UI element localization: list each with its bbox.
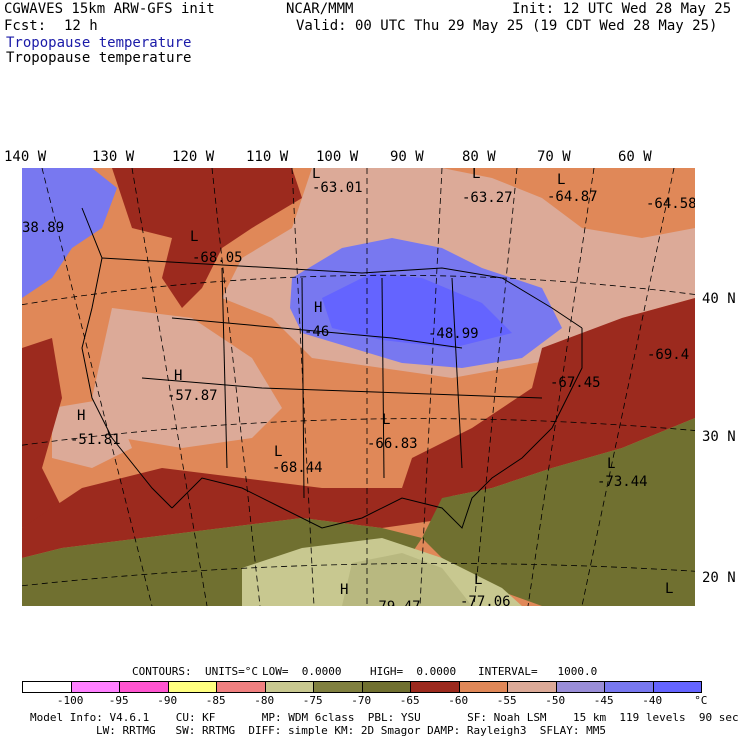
lon-label: 80 W: [462, 149, 496, 165]
contours-label: CONTOURS:: [132, 665, 192, 678]
colorbar-tick-label: -75: [302, 694, 323, 707]
pressure-center-letter: H: [314, 300, 322, 316]
fcst-label: Fcst:: [4, 18, 47, 34]
pressure-center-letter: L: [274, 444, 282, 460]
region-olive: [422, 418, 695, 606]
temperature-value-label: -64.58: [646, 196, 695, 212]
colorbar-swatch: [264, 681, 314, 693]
colorbar-swatch: [313, 681, 363, 693]
lon-label: 90 W: [390, 149, 424, 165]
lon-label: 130 W: [92, 149, 135, 165]
tropopause-temperature-map: L-63.01L-63.27L-64.87 -64.5838.89L-68.05H…: [22, 168, 695, 606]
lat-label: 30 N: [702, 429, 736, 445]
pressure-center-letter: L: [312, 168, 320, 182]
colorbar-tick-label: -100: [56, 694, 84, 707]
lat-label: 40 N: [702, 291, 736, 307]
lon-label: 120 W: [172, 149, 215, 165]
field-title-primary: Tropopause temperature: [6, 35, 192, 51]
region-darkred: [22, 338, 62, 528]
temperature-value-label: -51.81: [70, 432, 121, 448]
lon-label: 70 W: [537, 149, 571, 165]
region-darkred: [22, 468, 462, 558]
temperature-value-label: 38.89: [22, 220, 64, 236]
field-title-secondary: Tropopause temperature: [6, 50, 192, 66]
colorbar-tick-label: -90: [157, 694, 178, 707]
colorbar-swatch: [555, 681, 605, 693]
pressure-center-letter: L: [472, 168, 480, 182]
lat-label: 20 N: [702, 570, 736, 586]
graticule: [22, 168, 695, 606]
colorbar-tick-label: -40: [642, 694, 663, 707]
region-salmon: [92, 308, 282, 448]
region-khaki-dark: [342, 553, 472, 606]
political-boundaries: [81, 207, 583, 529]
colorbar-swatch: [410, 681, 460, 693]
lon-label: 140 W: [4, 149, 47, 165]
colorbar-tick-label: -65: [399, 694, 420, 707]
pressure-center-letter: H: [77, 408, 85, 424]
lon-label: 100 W: [316, 149, 359, 165]
org-label: NCAR/MMM: [286, 1, 354, 17]
map-labels: L-63.01L-63.27L-64.87 -64.5838.89L-68.05H…: [22, 168, 695, 606]
colorbar-swatch: [70, 681, 120, 693]
colorbar-swatch: [22, 681, 72, 693]
colorbar-tick-label: -55: [496, 694, 517, 707]
contours-low: LOW= 0.0000: [262, 665, 342, 678]
temperature-value-label: -57.87: [167, 388, 218, 404]
region-darkred: [112, 168, 302, 308]
colorbar-tick-label: -80: [254, 694, 275, 707]
region-blue: [22, 168, 117, 298]
colorbar-swatch: [458, 681, 508, 693]
init-time: Init: 12 UTC Wed 28 May 25: [512, 1, 732, 17]
temperature-value-label: -68.44: [272, 460, 323, 476]
colorbar-swatch: [507, 681, 557, 693]
temperature-value-label: -77.06: [460, 594, 511, 606]
contours-interval: INTERVAL= 1000.0: [478, 665, 598, 678]
temperature-value-label: -79.47: [370, 599, 421, 606]
contours-units: UNITS=°C: [205, 665, 258, 678]
pressure-center-letter: L: [474, 572, 482, 588]
temperature-value-label: -46: [304, 324, 329, 340]
temperature-value-label: -73.44: [597, 474, 648, 490]
pressure-center-letter: H: [174, 368, 182, 384]
temperature-value-label: -67.45: [550, 375, 601, 391]
temperature-value-label: -48.99: [428, 326, 479, 342]
region-darkred: [402, 298, 695, 498]
colorbar-swatch: [119, 681, 169, 693]
pressure-center-letter: L: [607, 456, 615, 472]
colorbar-tick-label: -45: [593, 694, 614, 707]
pressure-center-letter: H: [340, 582, 348, 598]
temperature-value-label: -63.01: [312, 180, 363, 196]
colorbar-swatch: [604, 681, 654, 693]
temperature-value-label: -66.83: [367, 436, 418, 452]
colorbar-tick-label: -95: [108, 694, 129, 707]
colorbar-tick-label: -50: [545, 694, 566, 707]
colorbar-swatch: [652, 681, 702, 693]
model-info-line2: LW: RRTMG SW: RRTMG DIFF: simple KM: 2D …: [96, 724, 606, 737]
lon-label: 110 W: [246, 149, 289, 165]
region-blue-core: [322, 273, 512, 348]
colorbar-tick-label: °C: [694, 694, 708, 707]
model-info-line1: Model Info: V4.6.1 CU: KF MP: WDM 6class…: [30, 711, 739, 724]
region-salmon: [52, 398, 132, 468]
lon-label: 60 W: [618, 149, 652, 165]
pressure-center-letter: L: [190, 229, 198, 245]
fcst-value: 12 h: [64, 18, 98, 34]
colorbar-swatch: [216, 681, 266, 693]
colorbar-swatch: [361, 681, 411, 693]
pressure-center-letter: L: [382, 412, 390, 428]
pressure-center-letter: L: [665, 581, 673, 597]
temperature-value-label: -63.27: [462, 190, 513, 206]
model-title: CGWAVES 15km ARW-GFS init: [4, 1, 215, 17]
temperature-value-label: -68.05: [192, 250, 243, 266]
colorbar-swatch: [167, 681, 217, 693]
temperature-value-label: -64.87: [547, 189, 598, 205]
colorbar-tick-label: -60: [448, 694, 469, 707]
contours-high: HIGH= 0.0000: [370, 665, 457, 678]
colorbar-tick-label: -70: [351, 694, 372, 707]
temperature-value-label: -69.4: [647, 347, 689, 363]
valid-time: Valid: 00 UTC Thu 29 May 25 (19 CDT Wed …: [296, 18, 718, 34]
colorbar-tick-label: -85: [205, 694, 226, 707]
pressure-center-letter: L: [557, 172, 565, 188]
